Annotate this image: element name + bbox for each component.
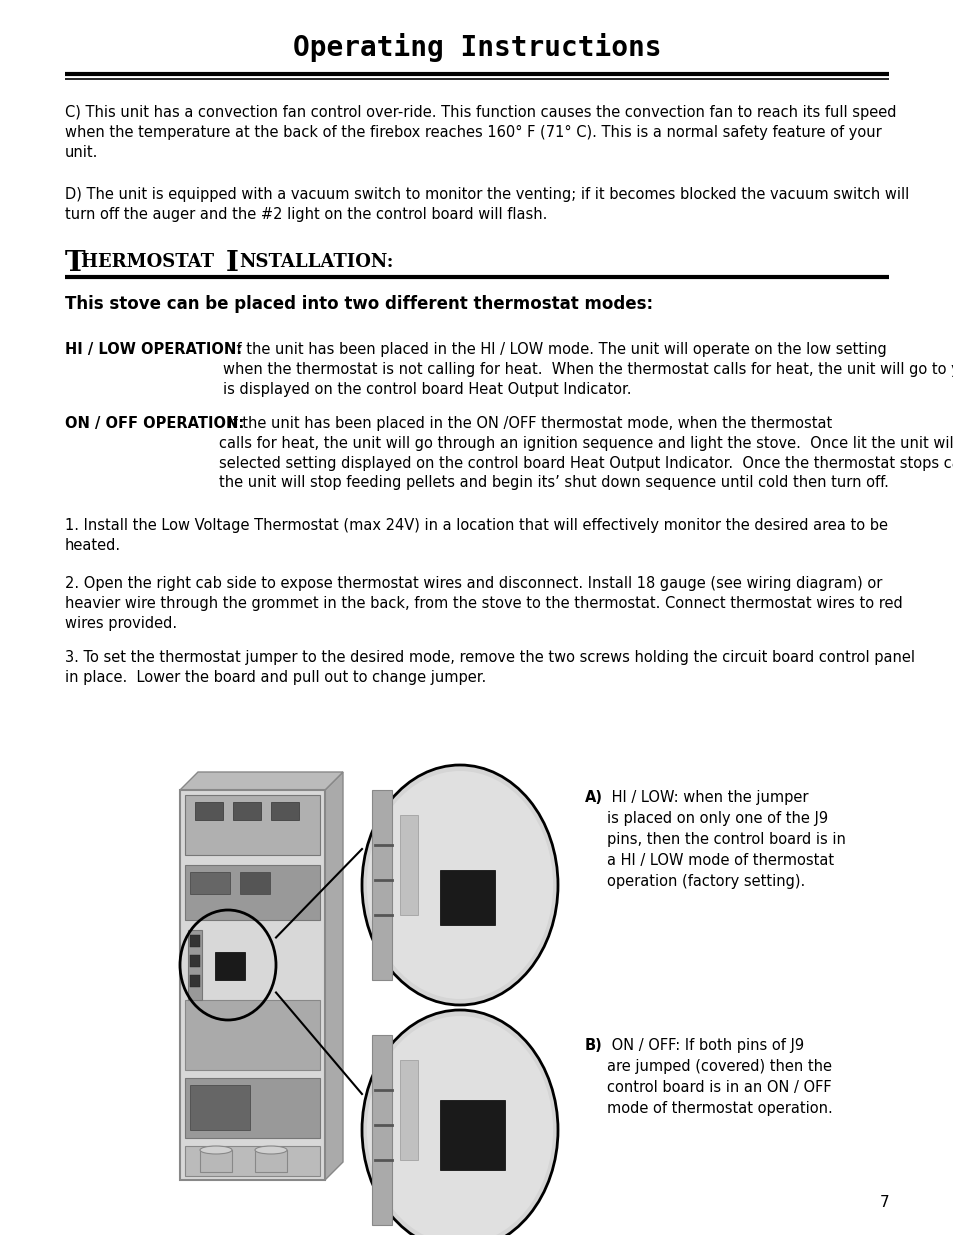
Text: If the unit has been placed in the HI / LOW mode. The unit will operate on the l: If the unit has been placed in the HI / … [223, 342, 953, 396]
Text: HERMOSTAT: HERMOSTAT [81, 253, 220, 270]
Text: This stove can be placed into two different thermostat modes:: This stove can be placed into two differ… [65, 295, 653, 312]
FancyBboxPatch shape [185, 1000, 319, 1070]
FancyBboxPatch shape [185, 1146, 319, 1176]
FancyBboxPatch shape [194, 802, 223, 820]
Text: 2. Open the right cab side to expose thermostat wires and disconnect. Install 18: 2. Open the right cab side to expose the… [65, 576, 902, 631]
Text: D) The unit is equipped with a vacuum switch to monitor the venting; if it becom: D) The unit is equipped with a vacuum sw… [65, 186, 908, 222]
FancyBboxPatch shape [399, 815, 417, 915]
FancyBboxPatch shape [185, 1078, 319, 1137]
FancyBboxPatch shape [190, 872, 230, 894]
Text: B): B) [584, 1037, 602, 1053]
FancyBboxPatch shape [185, 864, 319, 920]
Ellipse shape [254, 1146, 287, 1153]
Ellipse shape [200, 1146, 232, 1153]
Text: Operating Instructions: Operating Instructions [293, 33, 660, 62]
Text: 7: 7 [879, 1195, 888, 1210]
Text: 3. To set the thermostat jumper to the desired mode, remove the two screws holdi: 3. To set the thermostat jumper to the d… [65, 650, 914, 684]
Ellipse shape [361, 764, 558, 1005]
FancyBboxPatch shape [185, 795, 319, 855]
FancyBboxPatch shape [188, 930, 202, 1000]
Text: I: I [226, 249, 238, 277]
Text: If the unit has been placed in the ON /OFF thermostat mode, when the thermostat
: If the unit has been placed in the ON /O… [219, 416, 953, 490]
FancyBboxPatch shape [372, 790, 392, 981]
Text: HI / LOW OPERATION:: HI / LOW OPERATION: [65, 342, 242, 357]
FancyBboxPatch shape [254, 1150, 287, 1172]
FancyBboxPatch shape [233, 802, 261, 820]
Text: ON / OFF OPERATION:: ON / OFF OPERATION: [65, 416, 244, 431]
Text: HI / LOW: when the jumper
is placed on only one of the J9
pins, then the control: HI / LOW: when the jumper is placed on o… [606, 790, 845, 889]
FancyBboxPatch shape [240, 872, 270, 894]
Polygon shape [325, 772, 343, 1179]
Text: 1. Install the Low Voltage Thermostat (max 24V) in a location that will effectiv: 1. Install the Low Voltage Thermostat (m… [65, 517, 887, 553]
Text: T: T [65, 249, 86, 277]
Text: C) This unit has a convection fan control over-ride. This function causes the co: C) This unit has a convection fan contro… [65, 105, 896, 159]
Polygon shape [180, 772, 343, 790]
FancyBboxPatch shape [399, 1060, 417, 1160]
Ellipse shape [361, 1010, 558, 1235]
FancyBboxPatch shape [190, 955, 200, 967]
FancyBboxPatch shape [180, 790, 325, 1179]
Ellipse shape [367, 1016, 553, 1235]
FancyBboxPatch shape [190, 974, 200, 987]
Text: ON / OFF: If both pins of J9
are jumped (covered) then the
control board is in a: ON / OFF: If both pins of J9 are jumped … [606, 1037, 832, 1116]
Ellipse shape [367, 771, 553, 999]
FancyBboxPatch shape [439, 869, 495, 925]
FancyBboxPatch shape [372, 1035, 392, 1225]
FancyBboxPatch shape [271, 802, 298, 820]
Text: NSTALLATION:: NSTALLATION: [239, 253, 393, 270]
FancyBboxPatch shape [200, 1150, 232, 1172]
FancyBboxPatch shape [214, 952, 245, 981]
Text: A): A) [584, 790, 602, 805]
FancyBboxPatch shape [439, 1100, 504, 1170]
FancyBboxPatch shape [190, 935, 200, 947]
FancyBboxPatch shape [190, 1086, 250, 1130]
